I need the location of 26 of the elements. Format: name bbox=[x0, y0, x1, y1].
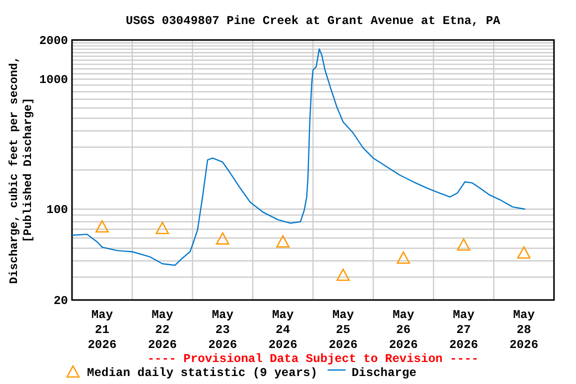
legend-label: Median daily statistic (9 years) bbox=[87, 366, 318, 380]
point bbox=[156, 222, 170, 234]
point bbox=[95, 220, 109, 233]
point bbox=[456, 238, 470, 251]
x-tick-label: May 26 2026 bbox=[388, 308, 418, 352]
y-axis-title: Discharge, cubic feet per second, [Published Discharge] bbox=[8, 56, 35, 284]
text: ---- Provisional Data Subject to Revision ---- bbox=[147, 352, 479, 366]
line-series bbox=[71, 48, 526, 266]
y-tick-label: 1000 bbox=[39, 73, 68, 88]
y-tick-label: 20 bbox=[54, 294, 68, 308]
x-tick-label: May 21 2026 bbox=[88, 308, 117, 352]
point bbox=[396, 251, 410, 264]
legend-label: Discharge bbox=[352, 366, 416, 380]
y-tick-label: 2000 bbox=[39, 34, 68, 48]
point bbox=[517, 246, 531, 259]
x-tick-label: May 25 2026 bbox=[328, 308, 358, 352]
chart-title: USGS 03049807 Pine Creek at Grant Avenue at Etna, PA bbox=[126, 14, 502, 28]
point bbox=[276, 235, 290, 248]
x-tick-label: May 22 2026 bbox=[148, 308, 177, 352]
point bbox=[336, 268, 350, 281]
x-tick-label: May 24 2026 bbox=[268, 308, 298, 352]
y-tick-label: 100 bbox=[46, 203, 68, 218]
x-tick-label: May 23 2026 bbox=[208, 308, 238, 352]
x-tick-label: May 28 2026 bbox=[509, 308, 538, 352]
point bbox=[216, 232, 230, 245]
x-tick-label: May 27 2026 bbox=[449, 308, 478, 352]
